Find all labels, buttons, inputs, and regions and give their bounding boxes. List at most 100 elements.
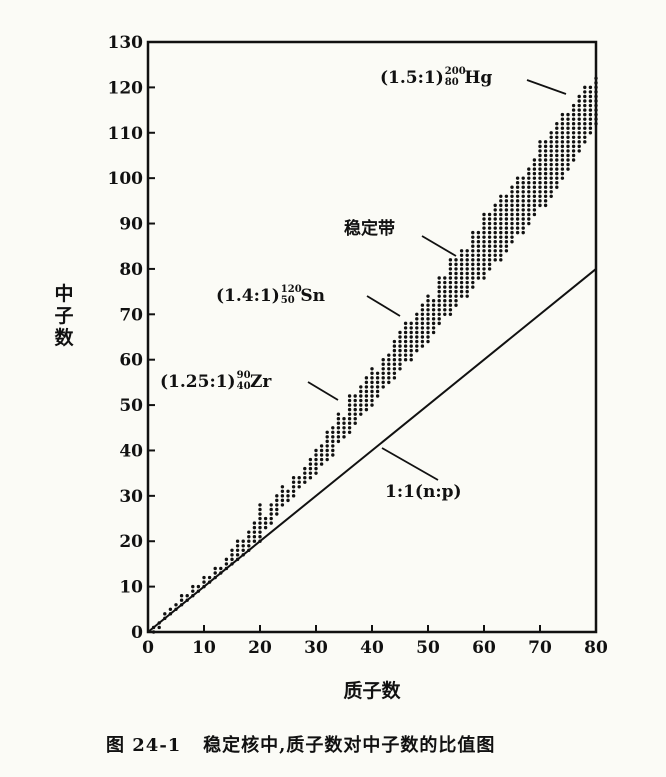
stable-nuclide-point xyxy=(521,208,525,212)
stable-nuclide-point xyxy=(555,158,559,162)
stable-nuclide-point xyxy=(487,226,492,230)
nuclide-mass-number: 90 xyxy=(237,370,251,381)
stable-nuclide-point xyxy=(560,171,565,176)
stable-nuclide-point xyxy=(571,112,576,117)
stable-nuclide-point xyxy=(476,235,481,239)
stable-nuclide-point xyxy=(454,303,458,307)
annotation-ratio: (1.5:1) xyxy=(380,68,444,88)
stable-nuclide-point xyxy=(443,280,447,285)
stable-nuclide-point xyxy=(415,344,419,348)
stable-nuclide-point xyxy=(588,117,593,121)
stable-nuclide-point xyxy=(527,208,531,212)
stable-nuclide-point xyxy=(521,180,525,185)
stable-nuclide-point xyxy=(347,407,352,412)
stable-nuclide-point xyxy=(504,244,509,248)
stable-nuclide-point xyxy=(331,453,335,457)
y-axis-title: 中子数 xyxy=(54,282,74,349)
stable-nuclide-point xyxy=(459,249,464,253)
stable-nuclide-point xyxy=(230,557,234,562)
stable-nuclide-point xyxy=(515,194,520,199)
stable-nuclide-point xyxy=(353,394,357,398)
annotation-leader xyxy=(366,295,401,317)
stable-nuclide-point xyxy=(465,262,469,267)
stable-nuclide-point xyxy=(465,249,469,253)
stable-nuclide-point xyxy=(331,448,335,453)
stable-nuclide-point xyxy=(538,158,542,162)
stable-nuclide-point xyxy=(454,258,458,262)
stable-nuclide-point xyxy=(454,280,458,285)
stable-nuclide-point xyxy=(571,144,576,149)
stable-nuclide-point xyxy=(213,571,217,575)
stable-nuclide-point xyxy=(336,426,341,430)
stable-nuclide-point xyxy=(476,262,481,267)
stable-nuclide-point xyxy=(476,276,481,280)
stable-nuclide-point xyxy=(403,326,408,330)
stable-nuclide-point xyxy=(515,226,520,230)
stable-nuclide-point xyxy=(364,389,369,394)
stable-nuclide-point xyxy=(482,244,486,248)
stable-nuclide-point xyxy=(504,199,509,203)
stable-nuclide-point xyxy=(398,357,402,362)
stable-nuclide-point xyxy=(560,117,565,121)
stable-nuclide-point xyxy=(437,280,441,285)
stable-nuclide-point xyxy=(527,171,531,176)
stable-nuclide-point xyxy=(331,430,335,435)
stable-nuclide-point xyxy=(543,203,548,208)
stable-nuclide-point xyxy=(555,185,559,189)
stable-nuclide-point xyxy=(521,230,525,235)
stable-nuclide-point xyxy=(364,385,369,389)
stable-nuclide-point xyxy=(252,525,257,530)
stable-nuclide-point xyxy=(359,389,363,394)
stable-nuclide-point xyxy=(437,308,441,312)
y-tick-label: 60 xyxy=(119,351,143,371)
stable-nuclide-point xyxy=(336,439,341,444)
stable-nuclide-point xyxy=(437,312,441,317)
stable-nuclide-point xyxy=(392,348,397,353)
stable-nuclide-point xyxy=(448,312,453,317)
stable-nuclide-point xyxy=(476,267,481,271)
stable-nuclide-point xyxy=(499,253,503,258)
stable-nuclide-point xyxy=(409,335,413,339)
stable-nuclide-point xyxy=(571,108,576,112)
x-axis-title: 质子数 xyxy=(343,679,401,702)
stable-nuclide-point xyxy=(448,280,453,285)
stable-nuclide-point xyxy=(504,208,509,212)
stable-nuclide-point xyxy=(577,144,581,149)
stable-nuclide-point xyxy=(443,294,447,298)
stable-nuclide-point xyxy=(258,521,262,525)
stable-nuclide-point xyxy=(459,294,464,298)
stable-nuclide-point xyxy=(499,194,503,199)
stable-nuclide-point xyxy=(504,239,509,244)
stable-nuclide-point xyxy=(482,217,486,221)
stable-nuclide-point xyxy=(499,244,503,248)
stable-nuclide-point xyxy=(571,117,576,121)
stable-nuclide-point xyxy=(476,258,481,262)
stable-nuclide-point xyxy=(431,308,436,312)
x-tick-label: 20 xyxy=(248,638,272,658)
stable-nuclide-point xyxy=(409,326,413,330)
stable-nuclide-point xyxy=(415,326,419,330)
stable-nuclide-point xyxy=(448,267,453,271)
stable-nuclide-point xyxy=(454,298,458,303)
stable-nuclide-point xyxy=(364,380,369,385)
stable-nuclide-point xyxy=(538,180,542,185)
stable-nuclide-point xyxy=(459,253,464,258)
stable-nuclide-point xyxy=(510,235,514,239)
stable-nuclide-point xyxy=(443,285,447,289)
stable-nuclide-point xyxy=(426,312,430,317)
y-tick-label: 30 xyxy=(119,487,143,507)
stable-nuclide-point xyxy=(577,135,581,140)
stable-nuclide-point xyxy=(443,308,447,312)
stable-nuclide-point xyxy=(314,453,318,457)
stable-nuclide-point xyxy=(487,267,492,271)
stable-nuclide-point xyxy=(347,403,352,407)
stable-nuclide-point xyxy=(493,244,497,248)
stable-nuclide-point xyxy=(538,190,542,194)
y-tick-label: 40 xyxy=(119,441,143,461)
stable-nuclide-point xyxy=(437,289,441,294)
stable-nuclide-point xyxy=(387,353,391,357)
stable-nuclide-point xyxy=(437,294,441,298)
stable-nuclide-point xyxy=(353,403,357,407)
